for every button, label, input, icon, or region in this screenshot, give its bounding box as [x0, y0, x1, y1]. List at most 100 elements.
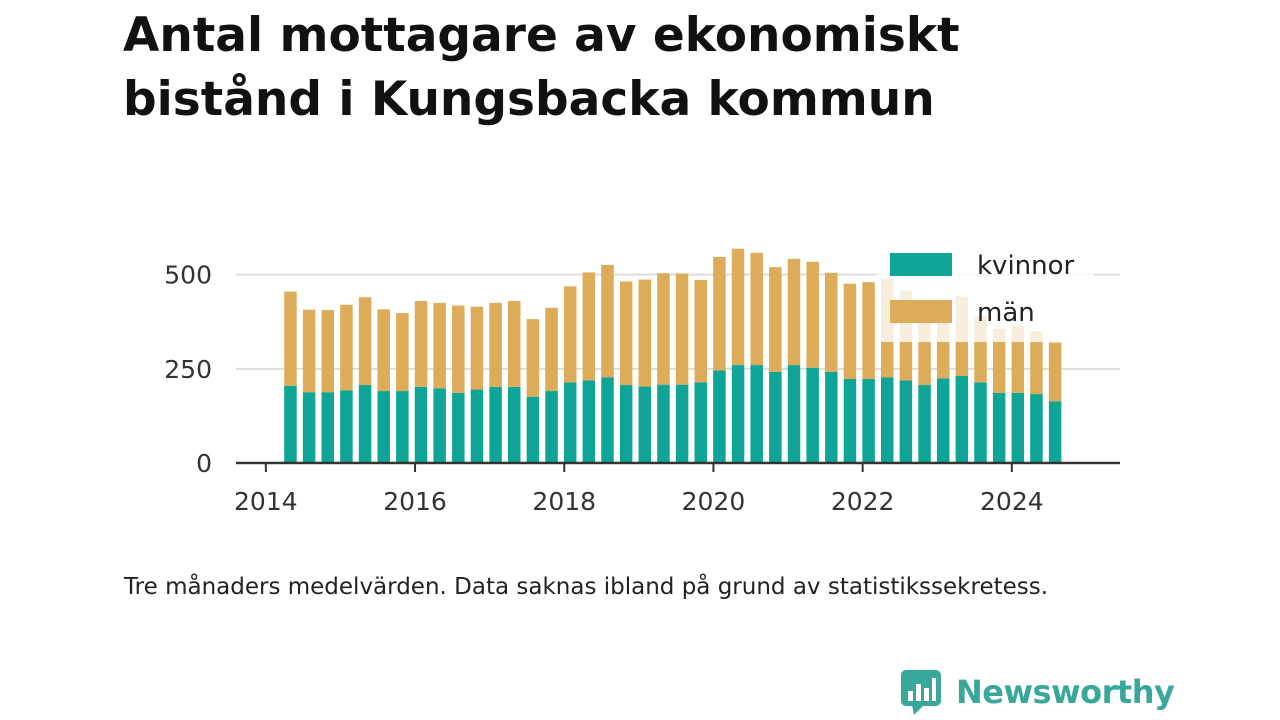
- legend-swatch: [890, 300, 952, 323]
- bar-kvinnor: [787, 365, 801, 463]
- bar-man: [601, 264, 614, 378]
- title-line-1: Antal mottagare av ekonomiskt: [123, 8, 960, 63]
- bar-man: [284, 291, 297, 386]
- bar-man: [694, 279, 708, 383]
- bar-man: [1011, 325, 1025, 393]
- bar-man: [825, 272, 838, 372]
- bar-man: [377, 309, 390, 392]
- bar-man: [806, 261, 819, 368]
- brand-logo: Newsworthy: [900, 668, 1175, 716]
- bar-man: [414, 301, 428, 387]
- bar-man: [843, 283, 857, 380]
- stacked-bar-chart: 0 250 500 2014 2016 2018 2020 2022 2024 kvinnor m…: [164, 240, 1120, 516]
- bar-kvinnor: [452, 392, 465, 463]
- legend: kvinnor män: [876, 240, 1094, 342]
- bar-kvinnor: [582, 380, 596, 463]
- x-tick-label: 2018: [532, 487, 596, 516]
- bar-kvinnor: [414, 386, 428, 463]
- chart-note: Tre månaders medelvärden. Data saknas ib…: [124, 574, 1049, 600]
- bar-man: [340, 304, 353, 391]
- bar-kvinnor: [862, 379, 875, 463]
- bar-kvinnor: [526, 396, 540, 463]
- bar-kvinnor: [694, 382, 708, 463]
- bar-kvinnor: [731, 365, 745, 463]
- bar-man: [1048, 342, 1062, 402]
- bar-kvinnor: [881, 377, 894, 463]
- legend-label: kvinnor: [977, 251, 1075, 281]
- bar-man: [470, 306, 484, 390]
- legend-label: män: [977, 298, 1035, 328]
- bar-man: [302, 309, 316, 393]
- bar-kvinnor: [1048, 401, 1062, 463]
- bar-kvinnor: [992, 392, 1006, 463]
- x-tick-label: 2022: [831, 487, 895, 516]
- bar-man: [1030, 331, 1043, 395]
- bar-man: [787, 258, 801, 366]
- bar-man: [452, 305, 465, 393]
- x-tick-label: 2014: [234, 487, 298, 516]
- bar-kvinnor: [545, 391, 558, 463]
- bar-man: [563, 286, 577, 383]
- bar-kvinnor: [489, 386, 502, 463]
- bar-man: [638, 279, 652, 387]
- bar-man: [657, 273, 670, 385]
- bar-kvinnor: [638, 386, 652, 463]
- bar-kvinnor: [657, 384, 670, 463]
- bar-man: [526, 319, 540, 397]
- bar-kvinnor: [974, 382, 987, 463]
- bar-kvinnor: [377, 391, 390, 463]
- y-tick-label: 250: [164, 355, 212, 384]
- bar-man: [321, 310, 335, 393]
- legend-swatch: [890, 253, 952, 276]
- y-tick-label: 0: [196, 449, 212, 478]
- bar-kvinnor: [619, 385, 633, 463]
- bar-kvinnor: [508, 386, 521, 463]
- bar-kvinnor: [396, 391, 409, 463]
- bar-kvinnor: [750, 365, 763, 463]
- bar-kvinnor: [302, 392, 316, 463]
- bar-kvinnor: [358, 385, 372, 463]
- bar-kvinnor: [675, 384, 689, 463]
- bar-kvinnor: [825, 371, 838, 463]
- bar-kvinnor: [918, 385, 931, 463]
- bar-man: [545, 307, 558, 392]
- bar-man: [731, 248, 745, 366]
- bar-kvinnor: [601, 377, 614, 463]
- bar-man: [750, 252, 763, 366]
- axes: 0 250 500 2014 2016 2018 2020 2022 2024: [164, 261, 1120, 516]
- bar-kvinnor: [806, 367, 819, 463]
- bar-man: [992, 328, 1006, 393]
- bar-man: [582, 272, 596, 381]
- chart-bubble-icon: [901, 670, 941, 715]
- bar-man: [619, 281, 633, 386]
- x-tick-label: 2020: [682, 487, 746, 516]
- y-tick-label: 500: [164, 261, 212, 290]
- bar-man: [713, 256, 726, 371]
- bar-man: [508, 301, 521, 387]
- bar-kvinnor: [340, 390, 353, 463]
- bar-man: [358, 297, 372, 386]
- brand-name: Newsworthy: [956, 673, 1175, 711]
- bar-kvinnor: [899, 380, 913, 463]
- bar-kvinnor: [321, 392, 335, 463]
- x-tick-label: 2024: [980, 487, 1044, 516]
- bar-kvinnor: [563, 382, 577, 463]
- bar-kvinnor: [955, 375, 969, 463]
- bar-kvinnor: [1030, 394, 1043, 463]
- bar-kvinnor: [843, 379, 857, 463]
- title-line-2: bistånd i Kungsbacka kommun: [123, 72, 935, 127]
- bar-man: [396, 313, 409, 392]
- bar-kvinnor: [284, 385, 297, 463]
- bar-kvinnor: [470, 389, 484, 463]
- bar-kvinnor: [433, 388, 446, 463]
- bar-kvinnor: [1011, 392, 1025, 463]
- x-tick-label: 2016: [383, 487, 447, 516]
- bar-man: [489, 302, 502, 387]
- bar-kvinnor: [769, 371, 782, 463]
- bar-man: [675, 273, 689, 385]
- chart-title: Antal mottagare av ekonomiskt bistånd i …: [123, 4, 1123, 132]
- bar-kvinnor: [713, 370, 726, 463]
- bar-man: [862, 282, 875, 380]
- bar-kvinnor: [936, 378, 950, 463]
- bars: [284, 248, 1062, 463]
